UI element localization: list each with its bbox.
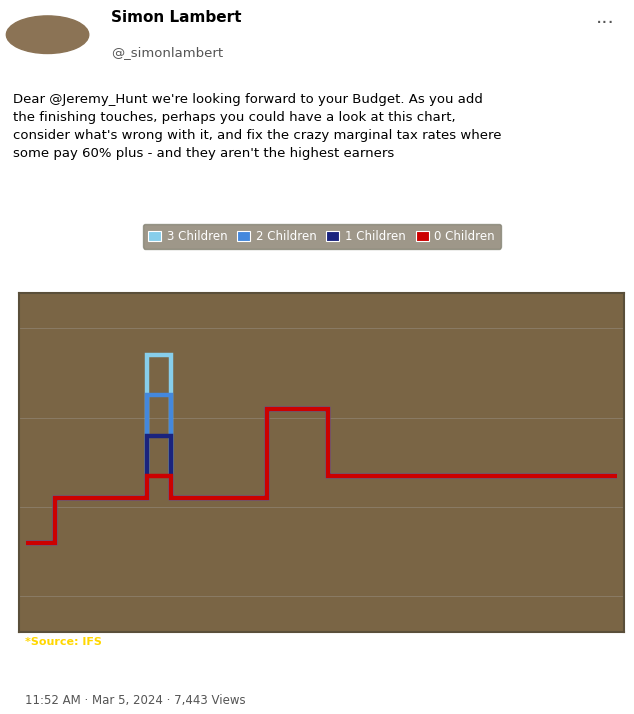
X-axis label: Income (£'000): Income (£'000)	[271, 660, 372, 673]
Text: 11:52 AM · Mar 5, 2024 · 7,443 Views: 11:52 AM · Mar 5, 2024 · 7,443 Views	[25, 694, 246, 707]
Text: @_simonlambert: @_simonlambert	[111, 46, 223, 59]
Text: ···: ···	[596, 14, 615, 33]
Text: Dear @Jeremy_Hunt we're looking forward to your Budget. As you add
the finishing: Dear @Jeremy_Hunt we're looking forward …	[13, 93, 501, 159]
Text: Simon Lambert: Simon Lambert	[111, 10, 242, 25]
Legend: 3 Children, 2 Children, 1 Children, 0 Children: 3 Children, 2 Children, 1 Children, 0 Ch…	[143, 224, 501, 249]
Text: *Source: IFS: *Source: IFS	[25, 637, 102, 647]
Circle shape	[6, 16, 89, 54]
